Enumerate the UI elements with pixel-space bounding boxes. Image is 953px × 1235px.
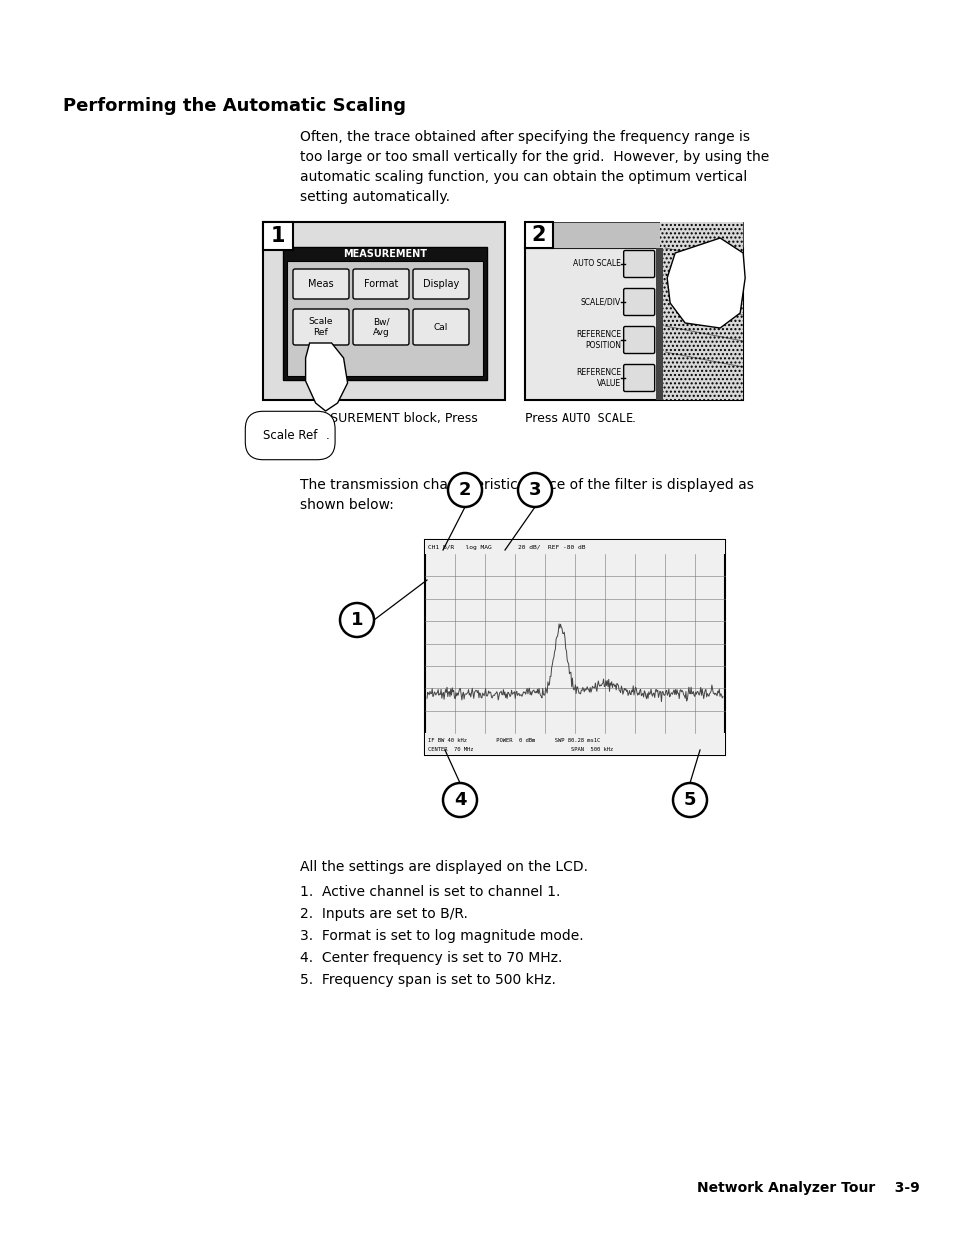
Text: Display: Display — [422, 279, 458, 289]
FancyBboxPatch shape — [623, 326, 654, 353]
Text: 4: 4 — [454, 790, 466, 809]
Text: CH1 B/R   log MAG       20 dB/  REF -80 dB: CH1 B/R log MAG 20 dB/ REF -80 dB — [428, 545, 585, 550]
Text: The transmission characteristics trace of the filter is displayed as
shown below: The transmission characteristics trace o… — [299, 478, 753, 513]
Text: 4.  Center frequency is set to 70 MHz.: 4. Center frequency is set to 70 MHz. — [299, 951, 561, 965]
Text: 1.  Active channel is set to channel 1.: 1. Active channel is set to channel 1. — [299, 885, 559, 899]
Text: 2: 2 — [531, 225, 546, 245]
Circle shape — [442, 783, 476, 818]
Text: REFERENCE
POSITION: REFERENCE POSITION — [576, 330, 620, 350]
Text: Often, the trace obtained after specifying the frequency range is
too large or t: Often, the trace obtained after specifyi… — [299, 130, 768, 204]
Text: Bw/
Avg: Bw/ Avg — [373, 317, 389, 337]
Text: .: . — [631, 412, 636, 425]
Circle shape — [672, 783, 706, 818]
Bar — [656, 248, 662, 400]
Bar — [424, 540, 724, 755]
Text: Press: Press — [524, 412, 561, 425]
FancyBboxPatch shape — [623, 289, 654, 315]
Bar — [659, 222, 742, 400]
Text: 5: 5 — [683, 790, 696, 809]
Bar — [553, 222, 742, 248]
Text: SCALE/DIV: SCALE/DIV — [580, 298, 620, 306]
Text: All the settings are displayed on the LCD.: All the settings are displayed on the LC… — [299, 860, 587, 874]
FancyBboxPatch shape — [353, 269, 409, 299]
Text: 2: 2 — [458, 480, 471, 499]
Text: AUTO SCALE: AUTO SCALE — [561, 412, 633, 425]
Text: Cal: Cal — [434, 322, 448, 331]
Bar — [524, 222, 553, 248]
Text: 3.  Format is set to log magnitude mode.: 3. Format is set to log magnitude mode. — [299, 929, 583, 944]
Bar — [263, 222, 504, 400]
FancyBboxPatch shape — [293, 309, 349, 345]
Text: Scale
Ref: Scale Ref — [309, 317, 333, 337]
Circle shape — [339, 603, 374, 637]
FancyBboxPatch shape — [413, 269, 469, 299]
Text: AUTO SCALE: AUTO SCALE — [573, 259, 620, 268]
FancyBboxPatch shape — [413, 309, 469, 345]
Text: CENTER  70 MHz                              SPAN  500 kHz: CENTER 70 MHz SPAN 500 kHz — [428, 747, 613, 752]
Polygon shape — [666, 238, 744, 329]
FancyBboxPatch shape — [623, 251, 654, 278]
Text: MEASUREMENT: MEASUREMENT — [343, 249, 427, 259]
Polygon shape — [305, 343, 347, 411]
Bar — [524, 248, 742, 400]
Text: 3: 3 — [528, 480, 540, 499]
Text: IF BW 40 kHz         POWER  0 dBm      SWP 80.28 ms1C: IF BW 40 kHz POWER 0 dBm SWP 80.28 ms1C — [428, 739, 599, 743]
Circle shape — [448, 473, 481, 508]
FancyBboxPatch shape — [623, 364, 654, 391]
Text: 1: 1 — [351, 611, 363, 629]
Text: 5.  Frequency span is set to 500 kHz.: 5. Frequency span is set to 500 kHz. — [299, 973, 556, 987]
Text: Network Analyzer Tour    3-9: Network Analyzer Tour 3-9 — [697, 1181, 919, 1195]
Bar — [424, 734, 724, 755]
Text: Performing the Automatic Scaling: Performing the Automatic Scaling — [63, 98, 406, 115]
Circle shape — [517, 473, 552, 508]
Text: Meas: Meas — [308, 279, 334, 289]
Text: 1: 1 — [271, 226, 285, 246]
FancyBboxPatch shape — [293, 269, 349, 299]
Text: REFERENCE
VALUE: REFERENCE VALUE — [576, 368, 620, 388]
Text: .: . — [326, 429, 330, 442]
Bar — [283, 247, 486, 380]
Text: Scale Ref: Scale Ref — [263, 429, 317, 442]
Bar — [263, 222, 293, 249]
Text: In the MEASUREMENT block, Press: In the MEASUREMENT block, Press — [263, 412, 477, 425]
Bar — [287, 261, 482, 375]
Text: Format: Format — [363, 279, 397, 289]
Text: 2.  Inputs are set to B/R.: 2. Inputs are set to B/R. — [299, 906, 467, 921]
Bar — [424, 540, 724, 555]
FancyBboxPatch shape — [353, 309, 409, 345]
